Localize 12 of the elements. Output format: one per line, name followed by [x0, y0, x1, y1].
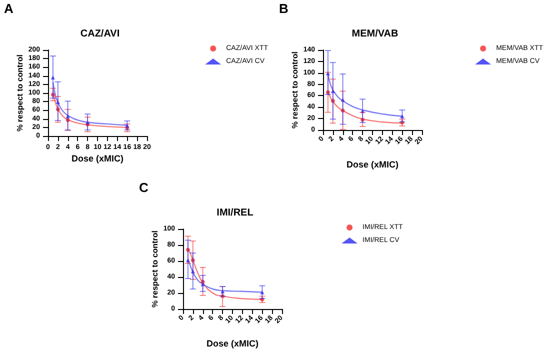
chart-title: MEM/VAB	[352, 28, 398, 40]
y-axis-title: % respect to control	[150, 230, 160, 308]
x-axis-title: Dose (xMIC)	[206, 338, 259, 348]
x-axis-title: Dose (xMIC)	[346, 160, 399, 170]
chart-title: IMI/REL	[216, 208, 254, 218]
y-axis-title: % respect to control	[16, 54, 24, 132]
x-axis-title: Dose (xMIC)	[71, 154, 124, 164]
chart-title: CAZ/AVI	[80, 28, 120, 40]
text: B	[279, 1, 288, 16]
text: A	[4, 1, 14, 16]
y-axis-title: % respect to control	[290, 52, 300, 128]
text: C	[139, 180, 149, 195]
